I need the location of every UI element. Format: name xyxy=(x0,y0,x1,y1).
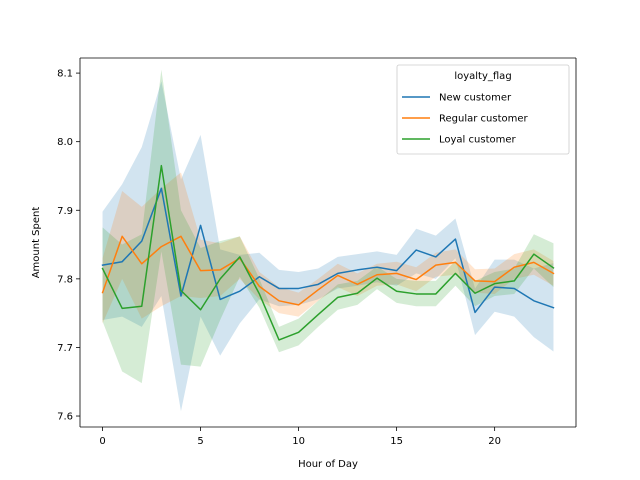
y-axis-label: Amount Spent xyxy=(31,207,42,279)
y-tick-label-1: 7.7 xyxy=(57,343,73,354)
legend-label-0: New customer xyxy=(439,93,512,104)
x-tick-label-2: 10 xyxy=(292,436,305,447)
plot-area: 0 5 10 15 20 7.6 7.7 7.8 7.9 8.0 8.1 Hour of Day Amo… xyxy=(31,57,577,470)
x-tick-label-3: 15 xyxy=(390,436,403,447)
series-line-0 xyxy=(101,187,555,314)
legend-label-2: Loyal customer xyxy=(439,135,516,146)
y-tick-label-0: 7.6 xyxy=(57,412,73,423)
x-tick-label-0: 0 xyxy=(99,436,105,447)
x-axis-label: Hour of Day xyxy=(298,459,358,470)
y-tick-label-2: 7.8 xyxy=(57,274,73,285)
ci-band-0 xyxy=(102,81,554,412)
y-tick-label-5: 8.1 xyxy=(57,69,73,80)
series-line-2 xyxy=(101,164,555,341)
series-line-1 xyxy=(101,235,555,306)
y-tick-label-4: 8.0 xyxy=(57,137,73,148)
y-tick-label-3: 7.9 xyxy=(57,206,73,217)
legend: loyalty_flag New customer Regular customer… xyxy=(396,64,570,155)
legend-label-1: Regular customer xyxy=(439,114,529,125)
x-tick-label-1: 5 xyxy=(197,436,203,447)
legend-title: loyalty_flag xyxy=(454,71,511,82)
ci-band-2 xyxy=(102,69,554,384)
x-tick-label-4: 20 xyxy=(488,436,501,447)
legend-box xyxy=(396,64,570,155)
